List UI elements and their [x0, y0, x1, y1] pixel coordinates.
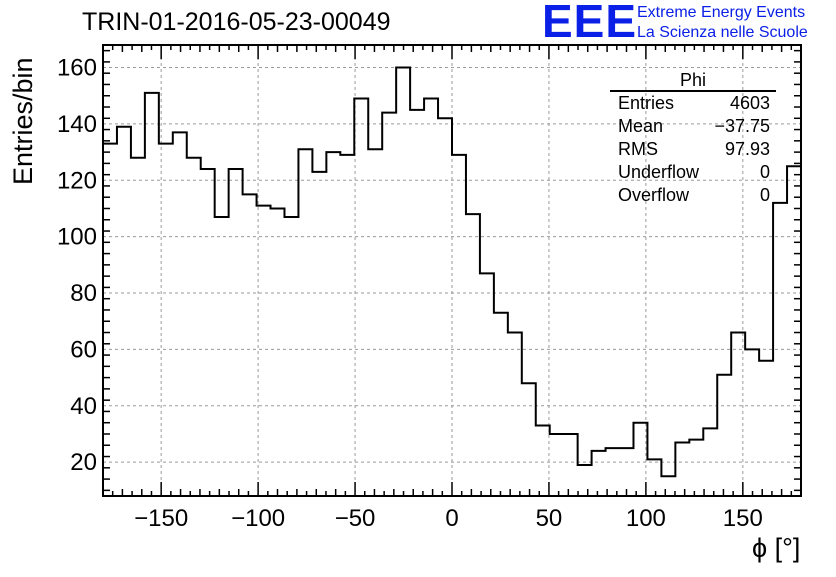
- stats-box: Phi Entries 4603 Mean −37.75 RMS 97.93 U…: [610, 70, 776, 207]
- stats-title: Phi: [610, 70, 776, 92]
- x-axis-label: ϕ [°]: [752, 533, 801, 563]
- y-tick-label: 40: [70, 393, 97, 420]
- x-tick-label: 0: [445, 505, 458, 532]
- histogram-line: [103, 66, 801, 478]
- stats-value: 0: [759, 185, 770, 205]
- y-tick-label: 60: [70, 336, 97, 363]
- chart-title: TRIN-01-2016-05-23-00049: [82, 8, 391, 36]
- stats-label: Mean: [618, 116, 664, 136]
- stats-row-entries: Entries 4603: [610, 92, 776, 115]
- stats-row-overflow: Overflow 0: [610, 184, 776, 207]
- x-tick-label: −50: [335, 505, 376, 532]
- logo-mark: EEE: [542, 0, 638, 47]
- y-tick-label: 20: [70, 449, 97, 476]
- stats-label: Underflow: [618, 162, 700, 182]
- y-axis-label: Entries/bin: [8, 57, 38, 185]
- stats-row-mean: Mean −37.75: [610, 115, 776, 138]
- stats-label: Entries: [618, 93, 675, 113]
- logo-line-1: Extreme Energy Events: [637, 4, 806, 21]
- stats-value: 0: [759, 162, 770, 182]
- stats-value: −37.75: [714, 116, 770, 136]
- y-tick-label: 160: [57, 55, 97, 82]
- stats-label: RMS: [618, 139, 658, 159]
- x-tick-label: 100: [626, 505, 666, 532]
- stats-row-rms: RMS 97.93: [610, 138, 776, 161]
- x-tick-label: −100: [231, 505, 285, 532]
- y-tick-label: 100: [57, 224, 97, 251]
- y-tick-label: 140: [57, 111, 97, 138]
- x-tick-label: 150: [723, 505, 763, 532]
- stats-value: 4603: [729, 93, 770, 113]
- logo-line-2: La Scienza nelle Scuole: [637, 24, 808, 41]
- stats-value: 97.93: [724, 139, 770, 159]
- y-tick-label: 120: [57, 167, 97, 194]
- stats-row-underflow: Underflow 0: [610, 161, 776, 184]
- y-tick-label: 80: [70, 280, 97, 307]
- x-tick-label: 50: [536, 505, 563, 532]
- stats-label: Overflow: [618, 185, 690, 205]
- eee-logo: EEE Extreme Energy Events La Scienza nel…: [542, 0, 832, 47]
- x-tick-label: −150: [134, 505, 188, 532]
